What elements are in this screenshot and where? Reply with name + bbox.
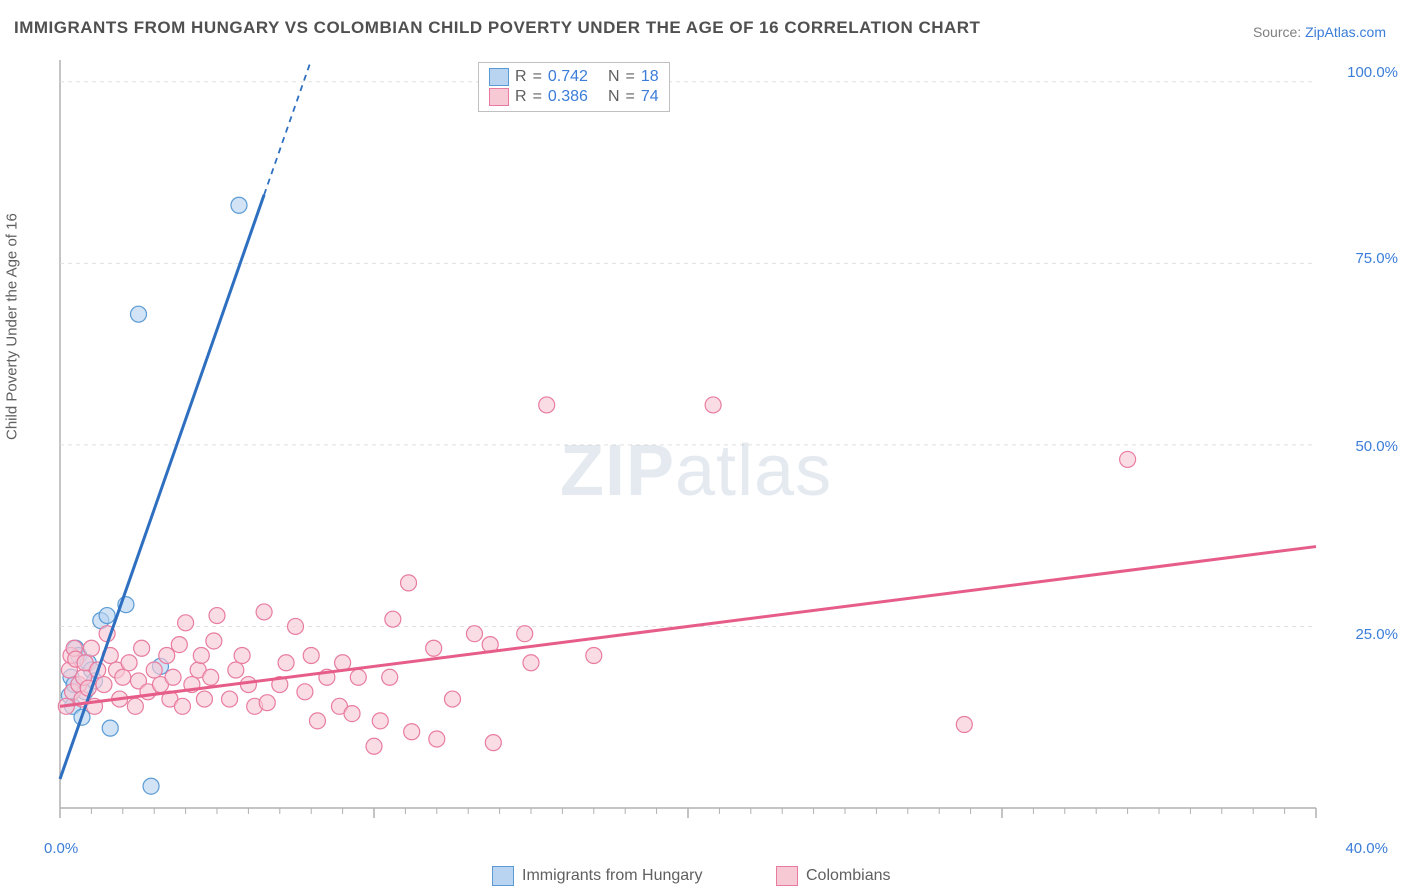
r-label: R [515,68,527,86]
scatter-plot [56,56,1386,838]
x-tick-max: 40.0% [1345,840,1388,857]
r-value-hungary: 0.742 [548,68,588,86]
r-value-colombians: 0.386 [548,88,588,106]
n-value-hungary: 18 [641,68,659,86]
bottom-swatch-colombians [776,866,798,886]
n-value-colombians: 74 [641,88,659,106]
y-tick-75: 75.0% [1355,250,1398,267]
bottom-swatch-hungary [492,866,514,886]
bottom-legend-colombians-label: Colombians [806,867,890,885]
y-tick-25: 25.0% [1355,626,1398,643]
source-link[interactable]: ZipAtlas.com [1305,24,1386,40]
y-tick-50: 50.0% [1355,438,1398,455]
y-axis-label: Child Poverty Under the Age of 16 [4,213,21,440]
source-attribution: Source: ZipAtlas.com [1253,24,1386,40]
legend-row-colombians: R = 0.386 N = 74 [489,87,659,107]
bottom-legend-hungary-label: Immigrants from Hungary [522,867,703,885]
y-tick-100: 100.0% [1347,64,1398,81]
source-label: Source: [1253,24,1305,40]
bottom-legend-hungary: Immigrants from Hungary [492,866,703,886]
x-tick-0: 0.0% [44,840,78,857]
legend-swatch-hungary [489,68,509,86]
n-label: N [608,68,620,86]
correlation-legend: R = 0.742 N = 18 R = 0.386 N = 74 [478,62,670,112]
legend-swatch-colombians [489,88,509,106]
legend-row-hungary: R = 0.742 N = 18 [489,67,659,87]
chart-title: IMMIGRANTS FROM HUNGARY VS COLOMBIAN CHI… [14,18,980,38]
bottom-legend-colombians: Colombians [776,866,890,886]
